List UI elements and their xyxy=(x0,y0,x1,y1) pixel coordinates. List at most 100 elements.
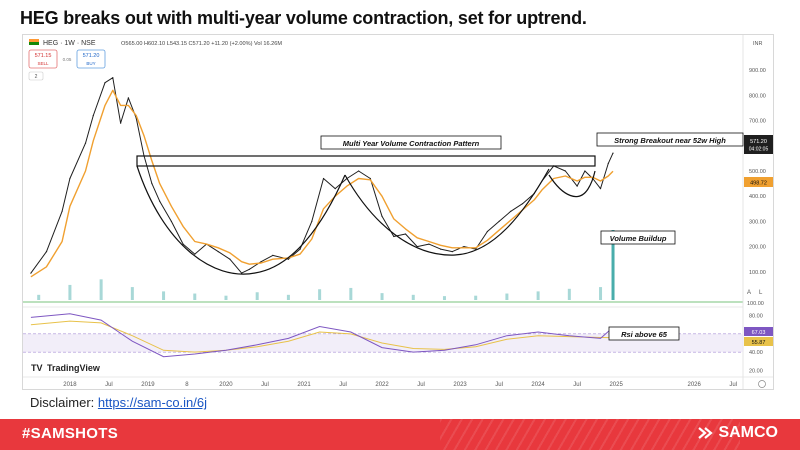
indicator-toggle[interactable] xyxy=(28,71,44,81)
volume-bar-10 xyxy=(349,287,353,300)
price-point-28 xyxy=(334,188,336,190)
price-point-39 xyxy=(463,246,465,248)
volume-bars xyxy=(37,230,615,300)
time-tick-6: 2021 xyxy=(297,382,311,388)
rsi-value-badge: 67.03 xyxy=(744,327,773,336)
time-tick-2: 2019 xyxy=(141,382,155,388)
buy-price: 571.20 xyxy=(83,53,100,59)
tradingview-chart[interactable]: HEG · 1W · NSE O565.00 H602.10 L543.15 C… xyxy=(23,35,773,389)
rsi-tick-3: 20.00 xyxy=(749,368,763,374)
cup-curve-2 xyxy=(344,168,550,256)
price-point-19 xyxy=(229,258,231,260)
footer-brand: SAMCO xyxy=(697,424,778,442)
price-point-0 xyxy=(30,272,32,274)
price-point-14 xyxy=(170,220,172,222)
price-tick-7: 200.00 xyxy=(749,245,766,251)
svg-text:Strong Breakout near 52w High: Strong Breakout near 52w High xyxy=(614,136,726,145)
svg-text:55.87: 55.87 xyxy=(752,340,766,346)
sell-buy-widget[interactable]: 571.15 SELL 0.05 571.20 BUY 2 xyxy=(28,49,106,81)
price-point-1 xyxy=(45,251,48,253)
buy-button[interactable] xyxy=(76,49,106,69)
indicator-count: 2 xyxy=(35,74,38,80)
sell-button[interactable] xyxy=(28,49,58,69)
price-point-2 xyxy=(61,210,63,212)
price-point-41 xyxy=(486,230,488,233)
volume-bar-17 xyxy=(567,288,571,300)
price-axis[interactable]: 900.00800.00700.00600.00500.00400.00300.… xyxy=(749,68,766,276)
price-point-15 xyxy=(182,243,184,245)
tradingview-watermark: TV TradingView xyxy=(31,363,101,373)
svg-text:67.03: 67.03 xyxy=(752,330,766,336)
chart-frame[interactable]: HEG · 1W · NSE O565.00 H602.10 L543.15 C… xyxy=(22,34,774,390)
disclaimer: Disclaimer: https://sam-co.in/6j xyxy=(30,395,207,410)
spread-value: 0.05 xyxy=(63,57,72,62)
settings-gear-icon[interactable] xyxy=(758,380,766,388)
price-tick-4: 500.00 xyxy=(749,169,766,175)
time-tick-11: Jul xyxy=(495,382,503,388)
price-point-21 xyxy=(248,268,250,270)
price-point-50 xyxy=(584,170,586,172)
price-point-30 xyxy=(358,170,360,172)
time-tick-13: Jul xyxy=(573,382,581,388)
volume-bar-5 xyxy=(193,293,197,300)
samco-logo-icon xyxy=(698,427,714,439)
volume-bar-8 xyxy=(286,294,290,300)
time-tick-8: 2022 xyxy=(375,382,389,388)
auto-scale-button[interactable]: A xyxy=(747,290,751,296)
volume-bar-16 xyxy=(536,291,540,300)
price-point-49 xyxy=(576,185,578,187)
disclaimer-link[interactable]: https://sam-co.in/6j xyxy=(97,395,208,410)
price-point-43 xyxy=(510,210,512,212)
price-tick-2: 700.00 xyxy=(749,119,766,125)
price-point-40 xyxy=(475,248,477,250)
price-point-18 xyxy=(217,251,219,253)
time-tick-10: 2023 xyxy=(453,382,467,388)
price-point-16 xyxy=(194,253,196,255)
time-tick-3: 8 xyxy=(185,382,189,388)
time-tick-12: 2024 xyxy=(531,382,545,388)
sell-label: SELL xyxy=(37,61,49,66)
footer-bar: #SAMSHOTS SAMCO xyxy=(0,419,800,450)
volume-bar-11 xyxy=(380,293,384,300)
price-point-48 xyxy=(564,170,567,172)
price-point-24 xyxy=(287,258,289,260)
price-point-4 xyxy=(84,142,87,144)
volume-bar-3 xyxy=(130,287,134,300)
last-price-badge: 571.20 04:02:05 xyxy=(744,135,773,154)
price-point-52 xyxy=(599,188,602,190)
price-point-6 xyxy=(104,82,106,84)
svg-text:Volume Buildup: Volume Buildup xyxy=(610,234,667,243)
price-point-33 xyxy=(393,235,395,238)
price-tick-1: 800.00 xyxy=(749,93,766,99)
price-point-44 xyxy=(521,203,524,205)
headline: HEG breaks out with multi-year volume co… xyxy=(20,8,587,28)
buy-label: BUY xyxy=(86,61,95,66)
cup-curve-1 xyxy=(136,165,346,275)
price-point-9 xyxy=(127,97,129,99)
rsi-line xyxy=(30,313,614,358)
price-point-37 xyxy=(440,248,442,250)
handle-curve xyxy=(548,170,596,198)
svg-text:498.72: 498.72 xyxy=(750,181,767,187)
rsi-tick-2: 40.00 xyxy=(749,350,763,356)
price-point-36 xyxy=(428,243,430,245)
rsi-ma-badge: 55.87 xyxy=(744,337,773,346)
price-point-38 xyxy=(451,251,453,253)
volume-bar-12 xyxy=(411,294,415,300)
time-tick-0: 2018 xyxy=(63,382,77,388)
price-point-20 xyxy=(241,272,243,274)
rsi-tick-0: 80.00 xyxy=(749,314,763,320)
svg-text:TradingView: TradingView xyxy=(47,363,101,373)
price-point-12 xyxy=(151,183,153,185)
price-tick-5: 400.00 xyxy=(749,194,766,200)
price-point-7 xyxy=(112,77,114,79)
price-point-8 xyxy=(120,122,122,124)
time-axis[interactable]: 2018 Jul 2019 8 2020 Jul 2021 Jul 2022 Jul 2023 Jul… xyxy=(63,382,737,388)
time-tick-1: Jul xyxy=(105,382,113,388)
svg-text:04:02:05: 04:02:05 xyxy=(749,147,769,153)
log-scale-button[interactable]: L xyxy=(759,290,763,296)
price-point-35 xyxy=(416,246,418,248)
annotation-volume: Volume Buildup xyxy=(600,230,676,245)
price-point-27 xyxy=(322,177,325,180)
footer-hashtag: #SAMSHOTS xyxy=(22,425,119,442)
